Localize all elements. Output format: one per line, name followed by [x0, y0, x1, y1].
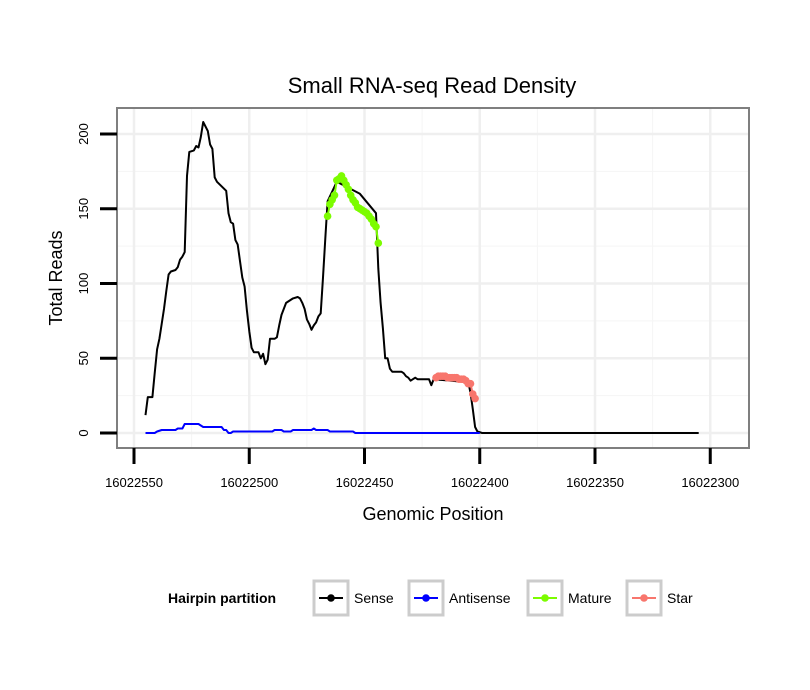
legend-key-point-mature: [541, 594, 549, 602]
data-point-mature: [344, 185, 353, 194]
data-point-mature: [323, 212, 332, 220]
x-axis: 16022550 16022500 16022450 16022400 16022350…: [105, 448, 739, 490]
legend-label-sense: Sense: [354, 590, 394, 606]
grid: [117, 108, 749, 448]
data-point-mature: [330, 191, 339, 200]
y-axis: 0 50 100 150 200: [76, 123, 117, 437]
legend-key-point-star: [640, 594, 648, 602]
legend-item-mature: Mature: [526, 579, 612, 617]
legend-item-star: Star: [625, 579, 693, 617]
legend-item-sense: Sense: [312, 579, 394, 617]
legend: Hairpin partition Sense Antisense Mature St…: [168, 579, 693, 617]
data-point-star: [466, 379, 475, 388]
legend-label-mature: Mature: [568, 590, 612, 606]
y-tick-label: 150: [76, 198, 91, 220]
chart-title: Small RNA-seq Read Density: [288, 73, 577, 98]
y-tick-label: 100: [76, 273, 91, 295]
data-point-mature: [374, 239, 383, 247]
y-tick-label: 50: [76, 351, 91, 365]
legend-item-antisense: Antisense: [407, 579, 511, 617]
legend-key-point-sense: [327, 594, 335, 602]
legend-items: Sense Antisense Mature Star: [312, 579, 693, 617]
x-tick-label: 16022300: [681, 475, 739, 490]
legend-title: Hairpin partition: [168, 590, 276, 606]
legend-key-point-antisense: [422, 594, 430, 602]
data-point-mature: [372, 222, 380, 231]
series-line-sense: [144, 121, 699, 434]
series-layer: [144, 121, 699, 434]
x-tick-label: 16022450: [336, 475, 394, 490]
plot-border: [116, 107, 750, 449]
y-tick-label: 0: [76, 429, 91, 436]
x-tick-label: 16022500: [220, 475, 278, 490]
x-axis-title: Genomic Position: [362, 504, 503, 524]
x-tick-label: 16022400: [451, 475, 509, 490]
legend-label-star: Star: [667, 590, 693, 606]
data-point-star: [471, 394, 479, 403]
x-tick-label: 16022550: [105, 475, 163, 490]
x-tick-label: 16022350: [566, 475, 624, 490]
y-tick-label: 200: [76, 123, 91, 145]
legend-label-antisense: Antisense: [449, 590, 511, 606]
y-axis-title: Total Reads: [46, 230, 66, 325]
series-line-antisense: [145, 423, 480, 434]
